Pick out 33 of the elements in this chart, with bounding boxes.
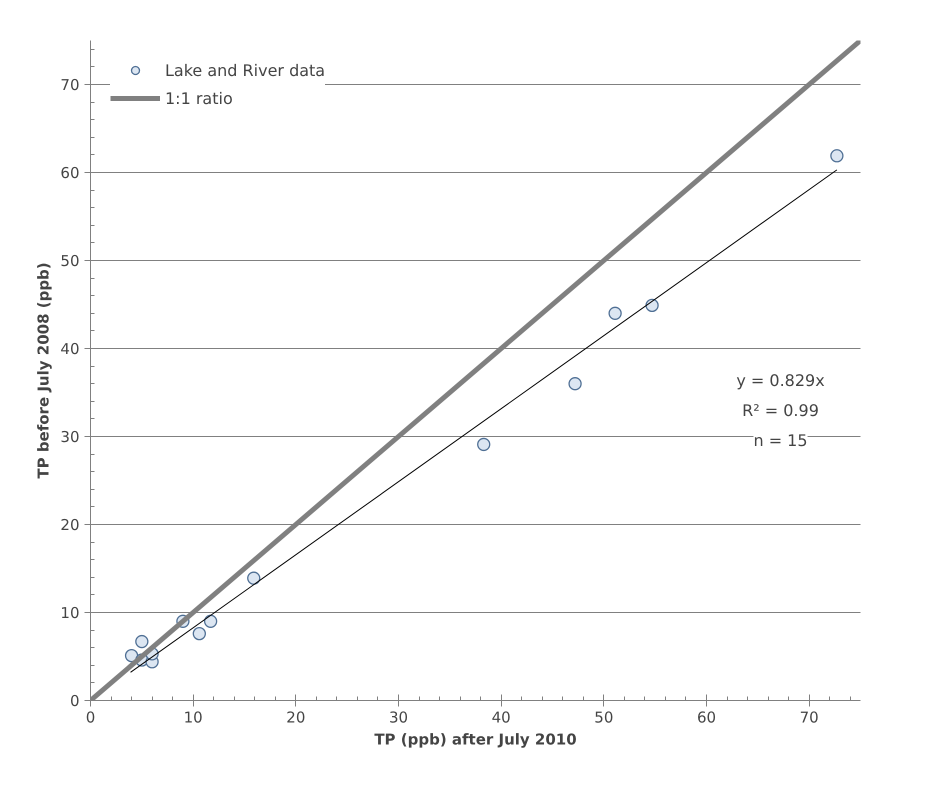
- point: [135, 634, 148, 648]
- x-tick-label: 70: [800, 708, 819, 726]
- point: [124, 648, 138, 662]
- annotation: R² = 0.99: [742, 401, 819, 420]
- y-tick-label: 20: [60, 516, 80, 534]
- point: [204, 614, 218, 628]
- y-tick-label: 70: [60, 76, 80, 94]
- y-tick-label: 60: [60, 164, 80, 182]
- x-tick-label: 40: [492, 708, 511, 726]
- point: [192, 626, 206, 640]
- x-tick-label: 10: [184, 708, 203, 726]
- point: [608, 306, 622, 320]
- y-tick-label: 0: [70, 692, 80, 710]
- annotation: n = 15: [753, 431, 808, 450]
- x-tick-label: 30: [388, 708, 408, 726]
- legend-label: Lake and River data: [165, 60, 326, 80]
- y-tick-label: 10: [60, 604, 80, 622]
- y-tick-label: 30: [60, 428, 80, 446]
- point: [477, 438, 490, 452]
- y-axis-title: TP before July 2008 (ppb): [34, 262, 52, 479]
- x-tick-label: 60: [696, 708, 716, 726]
- point: [830, 149, 844, 162]
- point: [247, 572, 260, 585]
- x-axis-title: TP (ppb) after July 2010: [374, 730, 577, 748]
- point: [568, 377, 582, 390]
- x-tick-label: 20: [286, 708, 306, 726]
- point: [645, 298, 659, 312]
- x-tick-label: 50: [594, 708, 614, 726]
- x-tick-label: 0: [86, 708, 96, 726]
- annotation: y = 0.829x: [736, 371, 825, 390]
- y-tick-label: 40: [60, 340, 80, 358]
- y-tick-label: 50: [60, 252, 80, 270]
- legend-label: 1:1 ratio: [165, 88, 233, 108]
